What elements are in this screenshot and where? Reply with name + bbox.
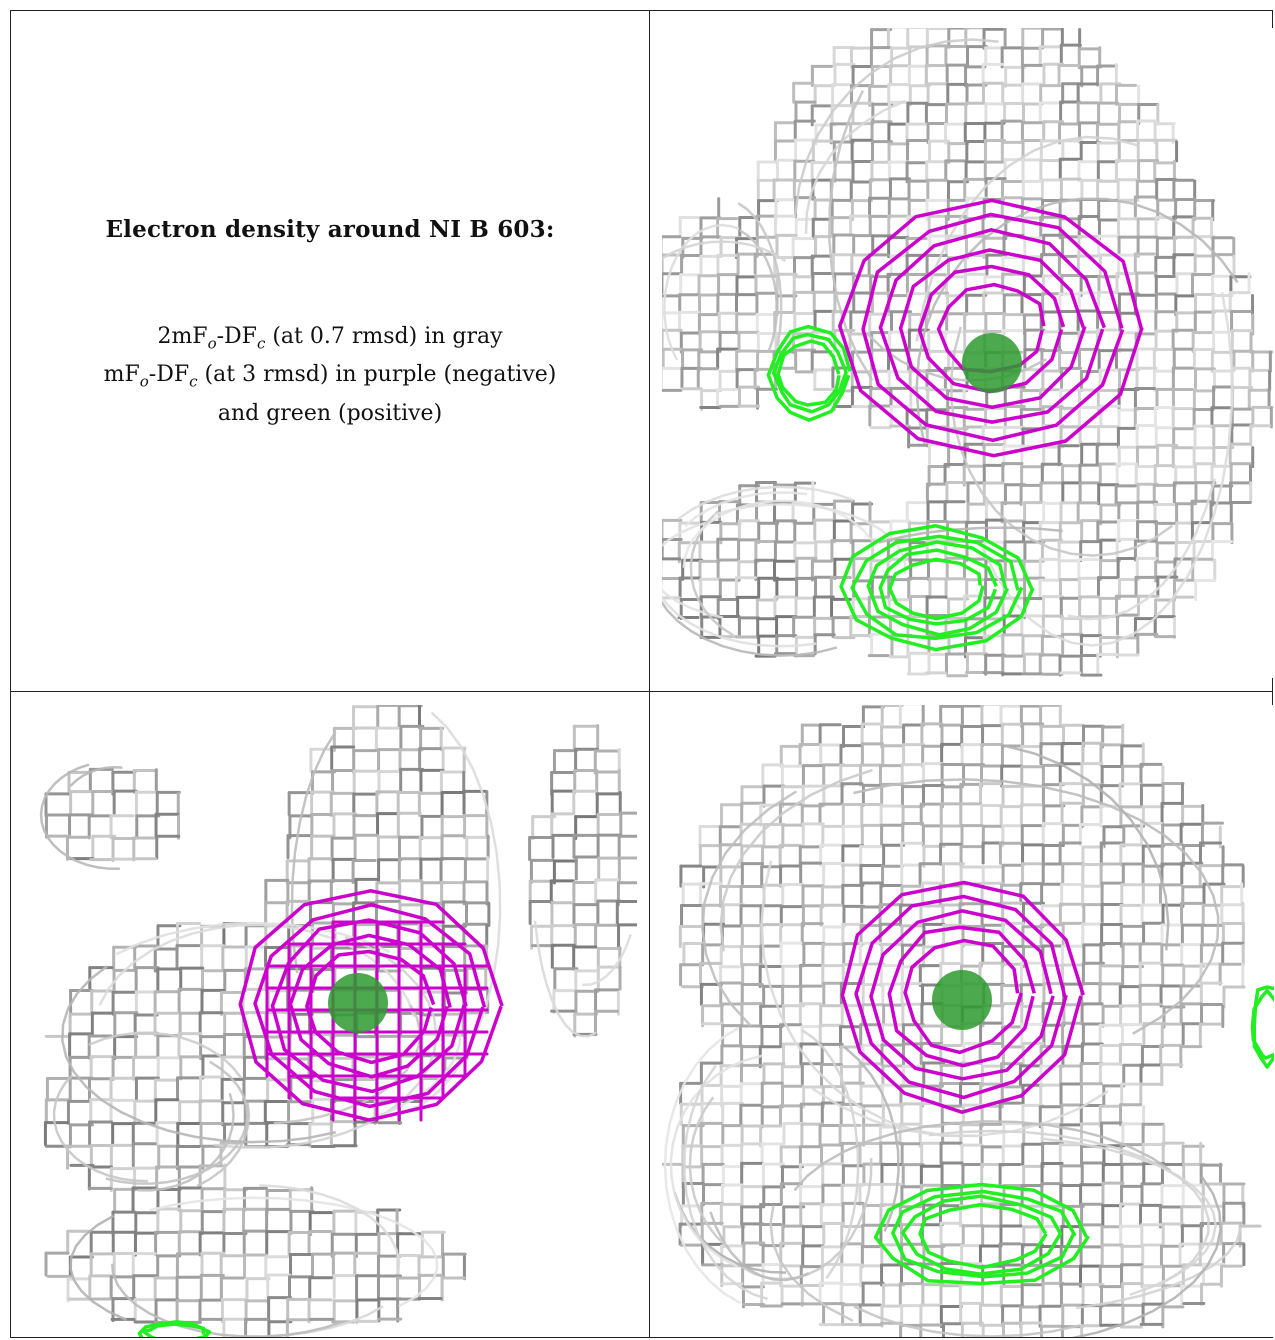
- purple-mesh: [238, 889, 504, 1122]
- legend-line-positive: and green (positive): [217, 400, 443, 426]
- nickel-atom: [328, 973, 388, 1033]
- legend-line-2fofc: 2mFo-DFc (at 0.7 rmsd) in gray: [157, 324, 503, 353]
- figure-heading: Electron density around NI B 603:: [105, 216, 555, 243]
- purple-mesh: [838, 198, 1144, 458]
- density-view-bottom-left: [25, 705, 637, 1337]
- green-mesh: [766, 324, 1035, 652]
- caption-cell: Electron density around NI B 603: 2mFo-D…: [11, 11, 649, 691]
- figure-grid: Electron density around NI B 603: 2mFo-D…: [10, 10, 1274, 1338]
- nickel-atom: [962, 333, 1022, 393]
- density-render-2: [39, 705, 637, 1337]
- green-mesh: [873, 985, 1274, 1286]
- grid-divider-horizontal: [11, 691, 1272, 692]
- density-view-top-right: [662, 28, 1274, 678]
- purple-mesh: [840, 880, 1085, 1114]
- gray-mesh: [662, 705, 1262, 1337]
- density-render-3: [662, 705, 1274, 1337]
- grid-divider-vertical: [649, 11, 650, 1337]
- nickel-atom: [932, 970, 992, 1030]
- legend-line-fofc: mFo-DFc (at 3 rmsd) in purple (negative): [103, 362, 557, 391]
- density-view-bottom-right: [662, 705, 1274, 1337]
- gray-mesh: [39, 705, 637, 1337]
- green-mesh: [137, 1320, 212, 1337]
- density-render-1: [662, 28, 1274, 678]
- gray-mesh: [662, 28, 1274, 678]
- figure-legend: 2mFo-DFc (at 0.7 rmsd) in gray mFo-DFc (…: [11, 321, 649, 429]
